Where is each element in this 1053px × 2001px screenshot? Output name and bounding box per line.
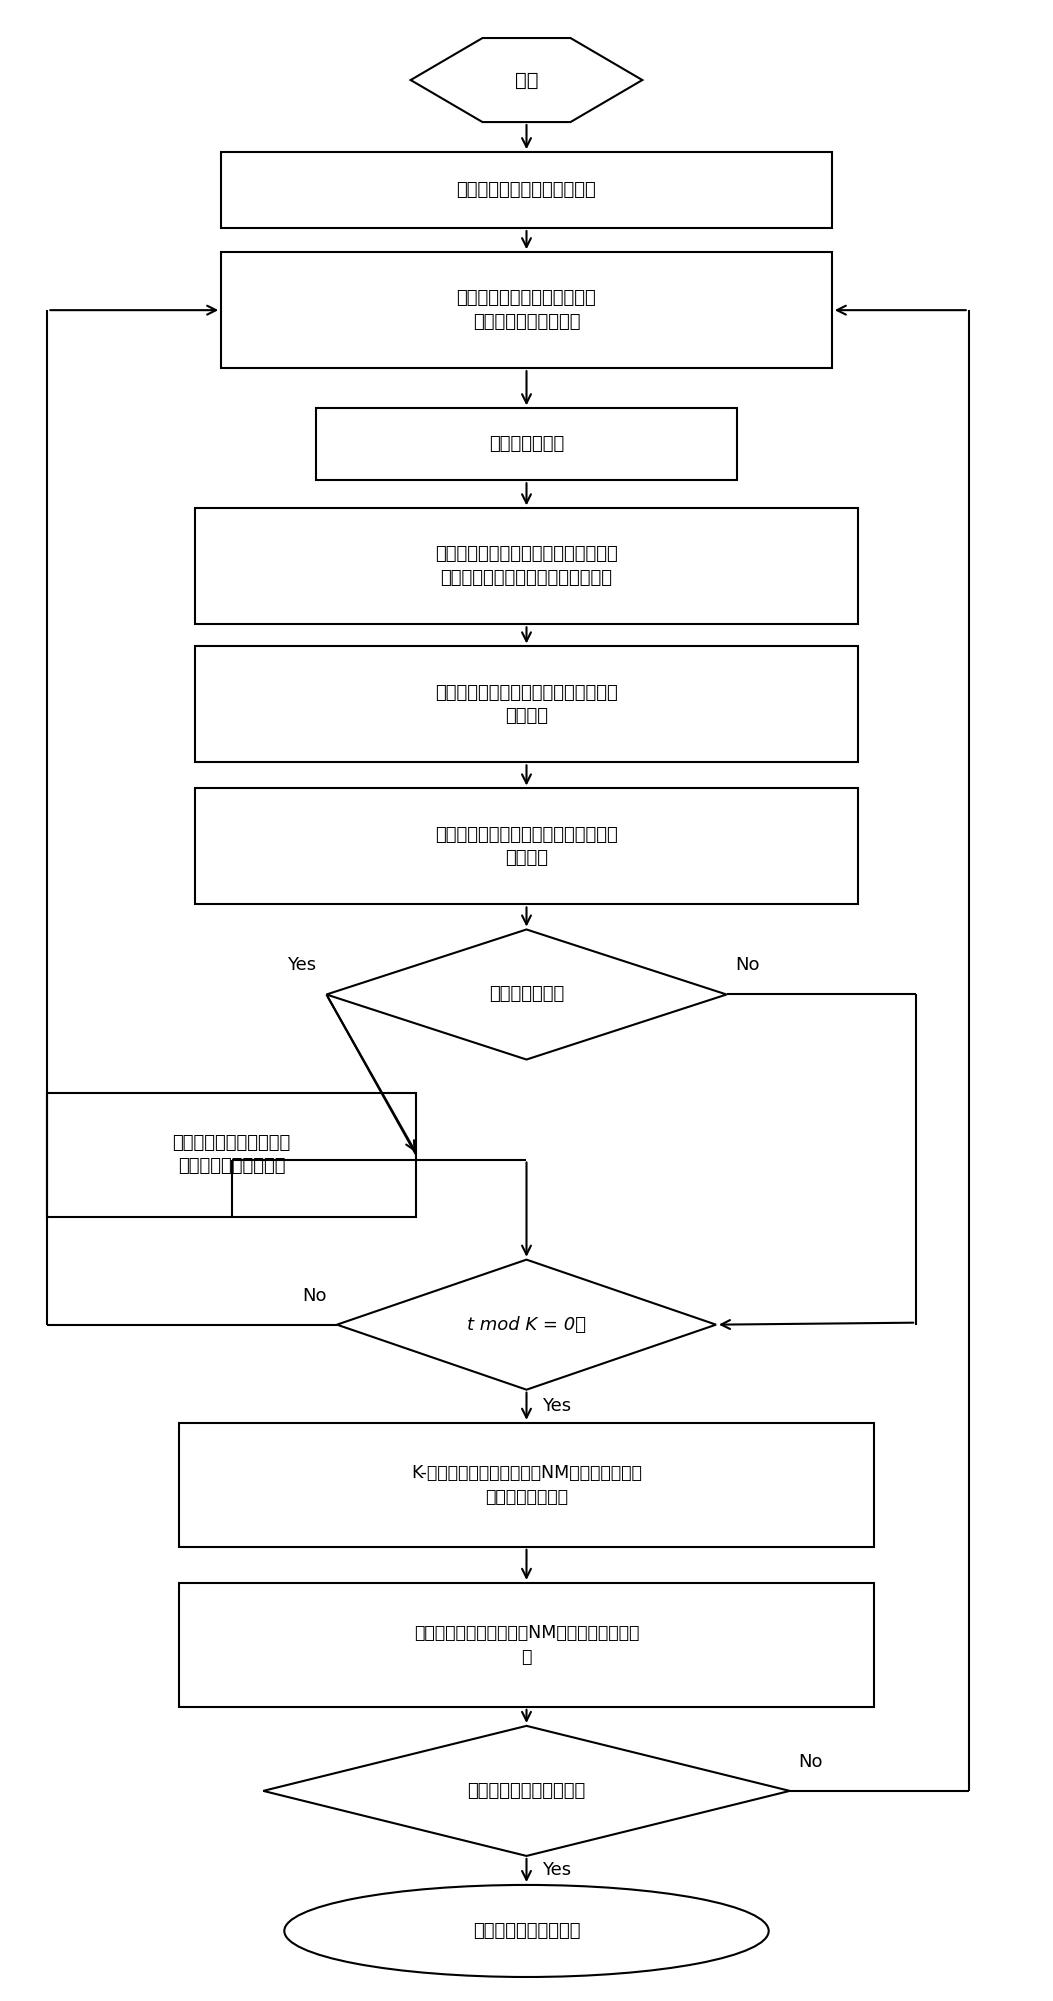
Text: 计算每条人工鱼适应度值，记
录全局最优人工鱼状态: 计算每条人工鱼适应度值，记 录全局最优人工鱼状态 <box>457 290 596 330</box>
Text: K-均值聚类分群，分别执行NM搜索，计算适应
度值并更新公告牌: K-均值聚类分群，分别执行NM搜索，计算适应 度值并更新公告牌 <box>411 1465 642 1505</box>
Text: Yes: Yes <box>286 956 316 974</box>
Bar <box>221 252 832 368</box>
Text: No: No <box>302 1287 326 1305</box>
Bar <box>195 508 858 624</box>
Text: 输出最优解，算法结束: 输出最优解，算法结束 <box>473 1923 580 1939</box>
Text: 更新全局最优人工鱼状态，将最优值赋
给公告牌: 更新全局最优人工鱼状态，将最优值赋 给公告牌 <box>435 684 618 724</box>
Text: Yes: Yes <box>542 1861 572 1879</box>
Text: 判断是否满足终止条件？: 判断是否满足终止条件？ <box>468 1783 585 1799</box>
Bar <box>195 646 858 762</box>
Text: 执行繁殖行为，淘汰适应度值较差的人
工鱼个体: 执行繁殖行为，淘汰适应度值较差的人 工鱼个体 <box>435 826 618 866</box>
Text: 评价人工鱼的状态，模拟执行相应行为
（觅食行为、聚群行为、追尾行为）: 评价人工鱼的状态，模拟执行相应行为 （觅食行为、聚群行为、追尾行为） <box>435 546 618 586</box>
Bar <box>195 788 858 904</box>
Text: 算法初始化，人工鱼群赋初值: 算法初始化，人工鱼群赋初值 <box>457 182 596 198</box>
Text: 参数自适应调整: 参数自适应调整 <box>489 436 564 452</box>
Bar <box>316 408 737 480</box>
Text: No: No <box>735 956 759 974</box>
Bar <box>47 1093 416 1217</box>
Text: Yes: Yes <box>542 1397 572 1415</box>
Bar <box>179 1583 874 1707</box>
Text: 满足迁徙条件？: 满足迁徙条件？ <box>489 986 564 1003</box>
Bar <box>179 1423 874 1547</box>
Text: 开始: 开始 <box>515 70 538 90</box>
Text: No: No <box>798 1753 822 1771</box>
Text: 执行迁徙操作，并更新公
告牌及全局人工鱼状态: 执行迁徙操作，并更新公 告牌及全局人工鱼状态 <box>173 1135 291 1175</box>
Text: t mod K = 0？: t mod K = 0？ <box>466 1317 587 1333</box>
Bar <box>221 152 832 228</box>
Text: 全局极值人工鱼个体执行NM搜索，并更新公告
牌: 全局极值人工鱼个体执行NM搜索，并更新公告 牌 <box>414 1625 639 1665</box>
